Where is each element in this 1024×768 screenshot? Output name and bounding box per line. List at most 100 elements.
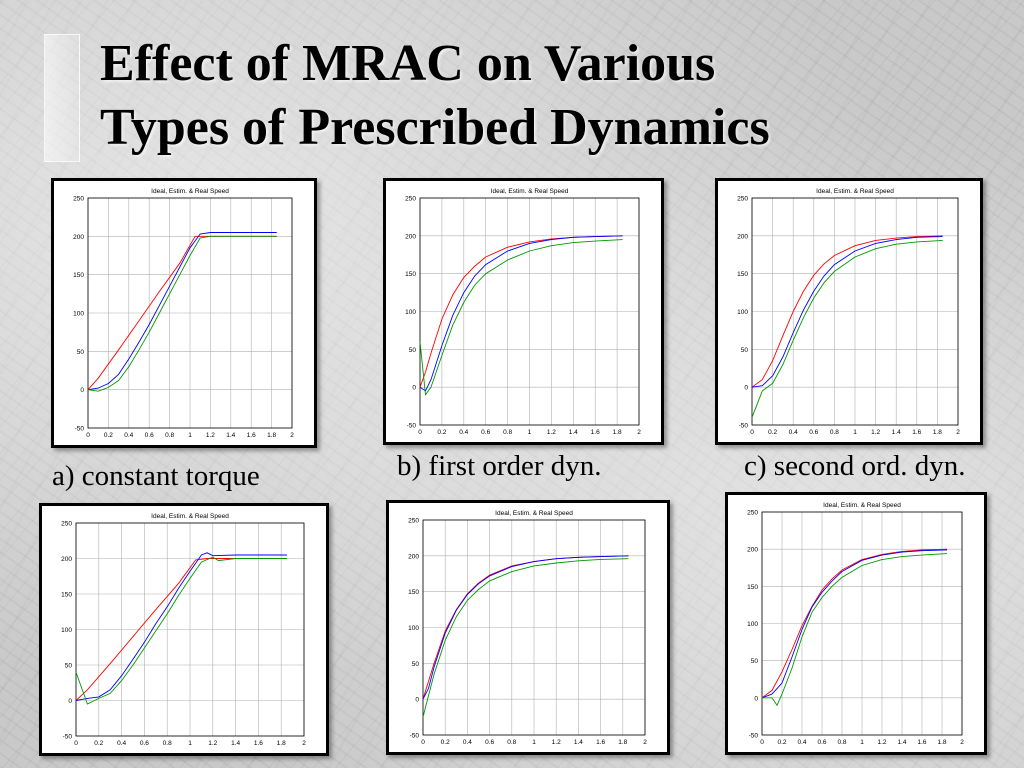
- title-line-1: Effect of MRAC on Various: [100, 35, 716, 92]
- y-tick-label: 100: [747, 621, 758, 628]
- x-tick-label: 2: [290, 432, 294, 439]
- plot-area-frame: [419, 197, 640, 426]
- x-tick-label: 1: [532, 739, 536, 746]
- x-tick-label: 1.2: [552, 739, 561, 746]
- x-tick-label: 2: [302, 740, 306, 747]
- x-tick-label: 1.8: [933, 429, 942, 436]
- plot-area-frame: [761, 511, 963, 736]
- y-tick-label: 150: [61, 592, 72, 599]
- y-tick-label: 150: [405, 271, 416, 278]
- x-tick-label: 2: [643, 739, 647, 746]
- x-tick-label: 0.6: [809, 429, 818, 436]
- speed-chart: Ideal, Estim. & Real Speed 0 0.2 0.4 0.6 0.8 1…: [728, 495, 984, 752]
- y-tick-label: 0: [415, 697, 419, 704]
- x-tick-label: 0.4: [459, 429, 468, 436]
- x-tick-label: 0.6: [481, 429, 490, 436]
- x-tick-label: 1.6: [596, 739, 605, 746]
- x-tick-label: 1.4: [569, 429, 578, 436]
- chart-title: Ideal, Estim. & Real Speed: [491, 188, 569, 195]
- series-line-real: [75, 556, 287, 705]
- plot-panel-a-bottom: Ideal, Estim. & Real Speed 0 0.2 0.4 0.6 0.8 1…: [39, 503, 329, 756]
- x-tick-label: 0.6: [485, 739, 494, 746]
- series-line-real: [751, 239, 943, 418]
- chart-title: Ideal, Estim. & Real Speed: [151, 188, 229, 195]
- plot-panel-c-top: Ideal, Estim. & Real Speed 0 0.2 0.4 0.6 0.8 1…: [715, 178, 983, 445]
- y-tick-label: 100: [405, 309, 416, 316]
- speed-chart: Ideal, Estim. & Real Speed 0 0.2 0.4 0.6 0.8 1…: [389, 503, 667, 752]
- x-tick-label: 1.6: [591, 429, 600, 436]
- x-tick-label: 1.6: [254, 740, 263, 747]
- chart-title: Ideal, Estim. & Real Speed: [495, 510, 573, 517]
- y-tick-label: 250: [73, 196, 84, 203]
- speed-chart: Ideal, Estim. & Real Speed 0 0.2 0.4 0.6 0.8 1…: [386, 181, 661, 442]
- x-tick-label: 0.2: [94, 740, 103, 747]
- series-line-estimated: [87, 232, 277, 391]
- x-tick-label: 1.4: [226, 432, 235, 439]
- x-tick-label: 0.2: [768, 429, 777, 436]
- plot-panel-b-top: Ideal, Estim. & Real Speed 0 0.2 0.4 0.6 0.8 1…: [383, 178, 664, 445]
- x-tick-label: 1.8: [277, 740, 286, 747]
- title-accent-bar: [44, 34, 80, 162]
- x-tick-label: 0.6: [140, 740, 149, 747]
- x-tick-label: 1.2: [877, 739, 886, 746]
- x-tick-label: 0.6: [145, 432, 154, 439]
- x-tick-label: 0: [86, 432, 90, 439]
- series-line-real: [419, 239, 623, 396]
- x-tick-label: 1: [188, 740, 192, 747]
- chart-title: Ideal, Estim. & Real Speed: [151, 513, 229, 520]
- series-line-estimated: [761, 549, 948, 699]
- y-tick-label: 100: [408, 625, 419, 632]
- x-tick-label: 0.8: [163, 740, 172, 747]
- series-line-real: [422, 558, 629, 718]
- x-tick-label: 1.8: [613, 429, 622, 436]
- caption-constant-torque: a) constant torque: [52, 460, 260, 492]
- y-tick-label: -50: [407, 423, 417, 430]
- y-tick-label: 250: [737, 196, 748, 203]
- x-tick-label: 0.2: [441, 739, 450, 746]
- x-tick-label: 1: [528, 429, 532, 436]
- y-tick-label: 200: [408, 553, 419, 560]
- plot-area-frame: [422, 519, 646, 736]
- x-tick-label: 0: [421, 739, 425, 746]
- y-tick-label: 0: [754, 695, 758, 702]
- y-tick-label: 200: [747, 547, 758, 554]
- series-line-estimated: [422, 555, 629, 700]
- y-tick-label: -50: [75, 426, 85, 433]
- x-tick-label: 0.4: [124, 432, 133, 439]
- slide-title: Effect of MRAC on Various Types of Presc…: [100, 32, 770, 160]
- title-line-2: Types of Prescribed Dynamics: [100, 99, 770, 156]
- y-tick-label: -50: [749, 733, 759, 740]
- x-tick-label: 1.2: [206, 432, 215, 439]
- x-tick-label: 1.2: [871, 429, 880, 436]
- y-tick-label: 0: [80, 387, 84, 394]
- y-tick-label: 200: [61, 556, 72, 563]
- y-tick-label: 50: [65, 663, 73, 670]
- series-line-ideal: [761, 548, 948, 699]
- x-tick-label: 0.8: [507, 739, 516, 746]
- x-tick-label: 0.4: [463, 739, 472, 746]
- x-tick-label: 0.4: [789, 429, 798, 436]
- x-tick-label: 1.6: [912, 429, 921, 436]
- x-tick-label: 0.4: [797, 739, 806, 746]
- speed-chart: Ideal, Estim. & Real Speed 0 0.2 0.4 0.6 0.8 1…: [42, 506, 326, 753]
- plot-area-frame: [75, 522, 305, 737]
- x-tick-label: 1.8: [937, 739, 946, 746]
- chart-title: Ideal, Estim. & Real Speed: [816, 188, 894, 195]
- plot-panel-c-bottom: Ideal, Estim. & Real Speed 0 0.2 0.4 0.6 0.8 1…: [725, 492, 987, 755]
- x-tick-label: 1.4: [892, 429, 901, 436]
- y-tick-label: 250: [747, 510, 758, 517]
- y-tick-label: 150: [747, 584, 758, 591]
- x-tick-label: 1.8: [618, 739, 627, 746]
- x-tick-label: 0.2: [104, 432, 113, 439]
- y-tick-label: -50: [410, 733, 420, 740]
- series-line-real: [87, 235, 277, 392]
- y-tick-label: 200: [405, 233, 416, 240]
- y-tick-label: 250: [408, 518, 419, 525]
- x-tick-label: 1.8: [267, 432, 276, 439]
- y-tick-label: 0: [744, 385, 748, 392]
- x-tick-label: 0.8: [503, 429, 512, 436]
- x-tick-label: 0.8: [830, 429, 839, 436]
- x-tick-label: 0.4: [117, 740, 126, 747]
- plot-area-frame: [751, 197, 959, 426]
